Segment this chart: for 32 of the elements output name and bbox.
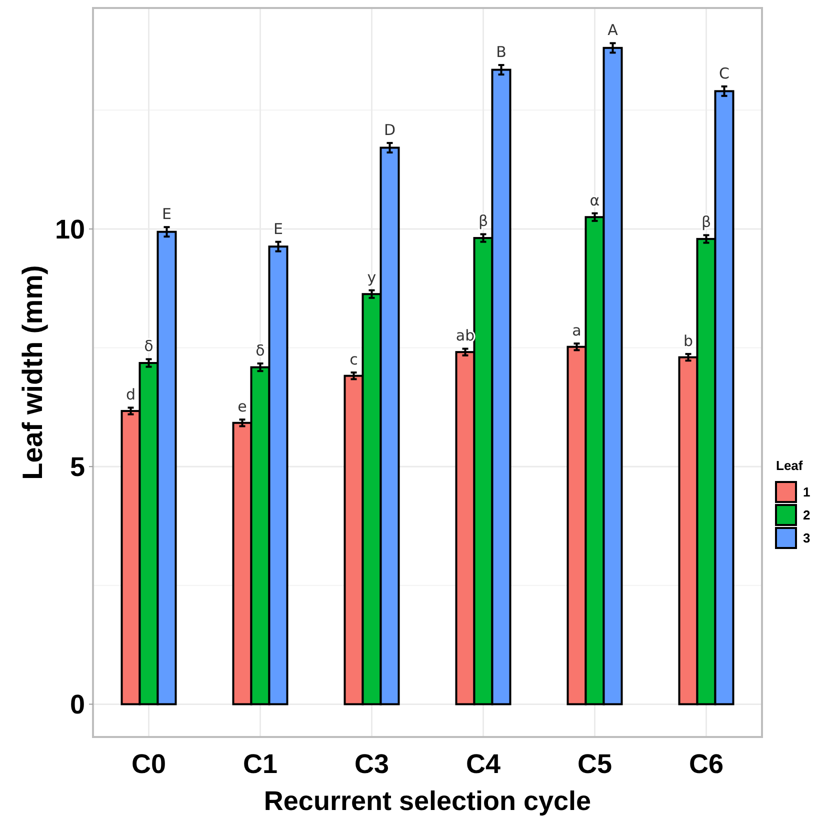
x-tick-label: C5	[577, 749, 612, 779]
data-label: B	[496, 43, 506, 62]
x-tick-label: C3	[354, 749, 390, 779]
data-label: α	[590, 191, 600, 210]
legend-title: Leaf	[776, 458, 804, 473]
data-label: d	[126, 386, 136, 404]
data-label: A	[608, 21, 619, 40]
legend-label: 2	[803, 508, 810, 523]
x-axis-title: Recurrent selection cycle	[264, 786, 592, 816]
y-tick-label: 5	[70, 452, 85, 482]
data-label: a	[572, 322, 582, 340]
x-tick-label: C4	[466, 749, 501, 779]
data-label: E	[162, 205, 172, 224]
y-axis-title: Leaf width (mm)	[17, 265, 48, 480]
legend-label: 1	[803, 484, 810, 500]
data-label: D	[384, 120, 396, 139]
y-tick-label: 10	[54, 214, 85, 244]
legend-label: 3	[803, 530, 810, 546]
data-label: δ	[256, 341, 265, 360]
data-label: c	[350, 350, 358, 368]
data-label: δ	[144, 337, 154, 356]
data-label: b	[683, 332, 694, 350]
data-label: E	[274, 220, 283, 238]
data-label: e	[238, 398, 247, 416]
data-label: C	[719, 64, 730, 82]
data-label: y	[367, 268, 376, 286]
data-label: β	[701, 213, 712, 232]
x-tick-label: C1	[242, 749, 278, 779]
x-tick-label: C0	[131, 749, 166, 779]
x-tick-label: C6	[688, 749, 724, 779]
data-label: β	[478, 212, 488, 230]
y-tick-label: 0	[70, 690, 85, 720]
